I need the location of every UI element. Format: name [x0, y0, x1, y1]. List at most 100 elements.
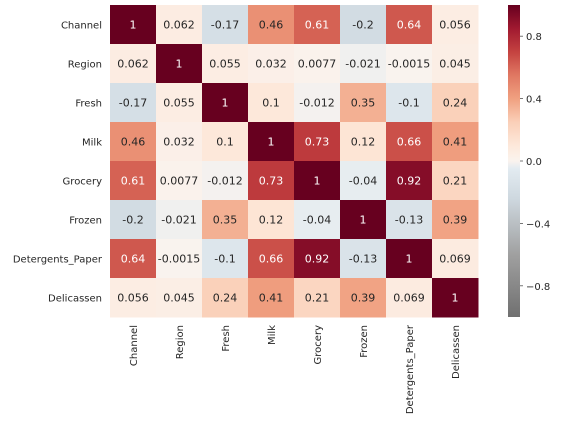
heatmap-cell-label: 0.92	[397, 175, 422, 188]
heatmap-cell-label: 0.41	[259, 292, 284, 305]
heatmap-cell-label: 0.92	[305, 253, 330, 266]
heatmap-cell-label: 0.24	[443, 97, 468, 110]
heatmap-cell-Milk-Detergents_Paper	[386, 122, 433, 162]
heatmap-cell-Channel-Region	[156, 5, 203, 45]
heatmap-cell-Frozen-Fresh	[202, 200, 249, 240]
row-tick-labels: Channel Region Fresh Milk Grocery Frozen Deter…	[13, 21, 103, 305]
heatmap-cell-Frozen-Channel	[110, 200, 157, 240]
heatmap-cell-label: 0.062	[163, 19, 195, 32]
heatmap-cell-Channel-Delicassen	[432, 5, 479, 45]
heatmap-cell-label: 0.41	[443, 136, 468, 149]
heatmap-cell-Fresh-Detergents_Paper	[386, 83, 433, 123]
heatmap-cell-label: 0.12	[351, 136, 376, 149]
heatmap-cell-label: 0.39	[351, 292, 376, 305]
column-label-Grocery: Grocery	[313, 325, 324, 365]
heatmap-cell-Fresh-Grocery	[294, 83, 341, 123]
heatmap-cell-labels: 1 0.062 -0.17 0.46 0.61 -0.2 0.64 0.056 0.062 1 0.…	[117, 19, 471, 305]
heatmap-cell-label: -0.2	[352, 19, 373, 32]
heatmap-cell-Delicassen-Frozen	[340, 278, 387, 318]
colorbar-gradient	[508, 5, 520, 317]
heatmap-cell-label: -0.17	[211, 19, 239, 32]
row-label-Milk: Milk	[82, 138, 102, 149]
heatmap-cell-Detergents_Paper-Detergents_Paper	[386, 239, 433, 279]
heatmap-cell-label: 1	[314, 175, 321, 188]
column-label-Region: Region	[175, 325, 186, 359]
heatmap-cell-Detergents_Paper-Milk	[248, 239, 295, 279]
heatmap-cell-label: 0.12	[259, 214, 284, 227]
heatmap-cell-label: 1	[360, 214, 367, 227]
heatmap-cell-label: 0.21	[443, 175, 468, 188]
heatmap-cell-Frozen-Region	[156, 200, 203, 240]
heatmap-cell-Channel-Detergents_Paper	[386, 5, 433, 45]
heatmap-cell-label: 0.64	[397, 19, 422, 32]
heatmap-cell-label: 0.0077	[298, 58, 337, 71]
heatmap-cell-Region-Delicassen	[432, 44, 479, 84]
row-label-Delicassen: Delicassen	[48, 294, 102, 305]
heatmap-cell-label: -0.2	[122, 214, 143, 227]
heatmap-cell-Milk-Frozen	[340, 122, 387, 162]
heatmap-cell-label: -0.1	[398, 97, 419, 110]
row-label-Fresh: Fresh	[75, 99, 102, 110]
heatmap-cell-Delicassen-Channel	[110, 278, 157, 318]
heatmap-cell-Region-Detergents_Paper	[386, 44, 433, 84]
heatmap-cell-label: 0.64	[121, 253, 146, 266]
heatmap-cell-Detergents_Paper-Fresh	[202, 239, 249, 279]
heatmap-cell-Frozen-Frozen	[340, 200, 387, 240]
heatmap-cell-Delicassen-Milk	[248, 278, 295, 318]
heatmap-cell-label: 0.069	[393, 292, 425, 305]
heatmap-cell-Milk-Fresh	[202, 122, 249, 162]
heatmap-cell-Channel-Channel	[110, 5, 157, 45]
heatmap-cell-Detergents_Paper-Channel	[110, 239, 157, 279]
column-label-Detergents_Paper: Detergents_Paper	[405, 324, 416, 414]
heatmap-cell-label: 0.032	[255, 58, 287, 71]
heatmap-cell-Grocery-Frozen	[340, 161, 387, 201]
column-label-Delicassen: Delicassen	[451, 325, 462, 379]
heatmap-cell-Detergents_Paper-Frozen	[340, 239, 387, 279]
heatmap-cell-label: 1	[130, 19, 137, 32]
heatmap-cell-label: 1	[268, 136, 275, 149]
heatmap-cell-label: 0.61	[305, 19, 330, 32]
heatmap-cell-label: 1	[222, 97, 229, 110]
heatmap-cell-label: 0.1	[262, 97, 280, 110]
heatmap-cell-label: -0.021	[345, 58, 380, 71]
heatmap-cell-label: 0.1	[216, 136, 234, 149]
heatmap-cell-label: -0.0015	[388, 58, 430, 71]
heatmap-cell-label: 0.46	[259, 19, 284, 32]
row-label-Channel: Channel	[61, 21, 102, 32]
heatmap-cell-Detergents_Paper-Delicassen	[432, 239, 479, 279]
heatmap-cell-Grocery-Grocery	[294, 161, 341, 201]
heatmap-cell-label: 0.045	[439, 58, 471, 71]
column-tick-labels: Channel Region Fresh Milk Grocery Frozen Deter…	[129, 324, 462, 414]
row-label-Frozen: Frozen	[69, 216, 102, 227]
colorbar: 0.8 0.4 0.0 −0.4 −0.8	[508, 5, 550, 317]
row-label-Grocery: Grocery	[63, 177, 103, 188]
heatmap-cell-Detergents_Paper-Grocery	[294, 239, 341, 279]
heatmap-cell-Region-Grocery	[294, 44, 341, 84]
heatmap-cell-label: 0.069	[439, 253, 471, 266]
heatmap-cell-Region-Channel	[110, 44, 157, 84]
heatmap-cell-label: 0.21	[305, 292, 330, 305]
heatmap-cell-Milk-Region	[156, 122, 203, 162]
heatmap-cell-label: 0.66	[259, 253, 284, 266]
heatmap-cell-Channel-Milk	[248, 5, 295, 45]
heatmap-cell-Frozen-Milk	[248, 200, 295, 240]
colorbar-tick-label: 0.8	[526, 32, 542, 43]
heatmap-cell-Detergents_Paper-Region	[156, 239, 203, 279]
heatmap-cell-Region-Region	[156, 44, 203, 84]
heatmap-cell-Milk-Milk	[248, 122, 295, 162]
heatmap-cell-Channel-Fresh	[202, 5, 249, 45]
heatmap-cell-Frozen-Delicassen	[432, 200, 479, 240]
heatmap-cell-label: -0.17	[119, 97, 147, 110]
heatmap-cell-Milk-Delicassen	[432, 122, 479, 162]
heatmap-cell-label: 1	[176, 58, 183, 71]
heatmap-cell-label: -0.012	[207, 175, 242, 188]
row-label-Detergents_Paper: Detergents_Paper	[13, 255, 103, 266]
heatmap-cell-Grocery-Fresh	[202, 161, 249, 201]
heatmap-cell-Grocery-Detergents_Paper	[386, 161, 433, 201]
heatmap-cell-label: 0.73	[305, 136, 330, 149]
heatmap-cell-label: 0.045	[163, 292, 195, 305]
heatmap-cell-label: -0.012	[299, 97, 334, 110]
heatmap-cell-label: 0.35	[213, 214, 238, 227]
colorbar-tick-label: −0.4	[526, 219, 550, 230]
